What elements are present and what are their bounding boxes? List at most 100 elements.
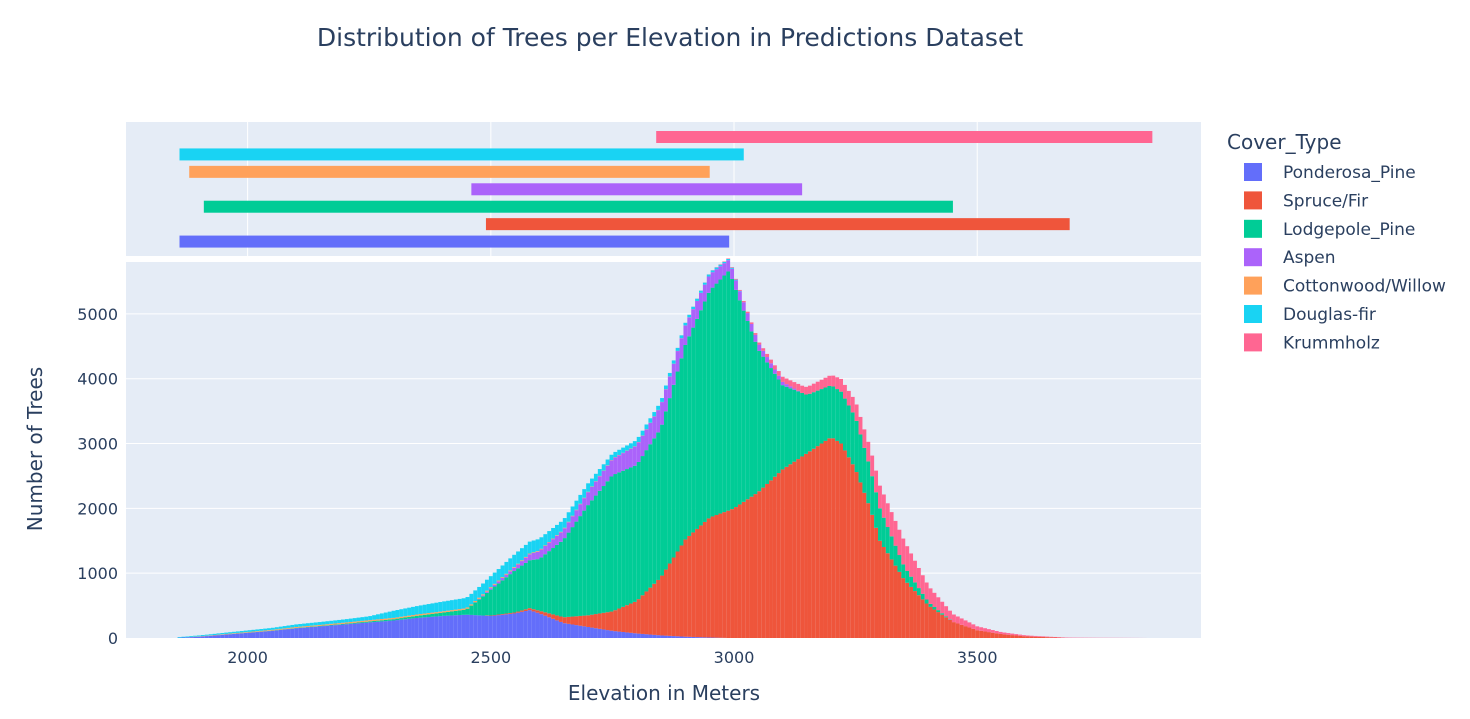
histogram-bar (578, 494, 583, 504)
histogram-bar (796, 390, 801, 392)
histogram-bar (418, 615, 423, 618)
histogram-bar (667, 372, 672, 377)
x-tick-label: 3000 (714, 648, 755, 667)
histogram-bar (967, 622, 972, 628)
histogram-bar (675, 351, 680, 372)
histogram-bar (224, 634, 229, 638)
histogram-bar (527, 560, 532, 609)
histogram-bar (605, 481, 610, 613)
histogram-bar (702, 301, 707, 522)
legend-item-label[interactable]: Krummholz (1283, 333, 1380, 353)
legend-item-label[interactable]: Cottonwood/Willow (1283, 277, 1446, 297)
histogram-bar (636, 633, 641, 638)
legend-item-label[interactable]: Ponderosa_Pine (1283, 163, 1416, 183)
legend-swatch[interactable] (1244, 191, 1262, 210)
histogram-bar (305, 627, 310, 638)
histogram-bar (878, 540, 882, 638)
legend-swatch[interactable] (1244, 163, 1262, 181)
histogram-bar (1029, 635, 1034, 637)
legend-item-label[interactable]: Aspen (1283, 248, 1336, 268)
histogram-bar (520, 561, 524, 566)
histogram-bar (737, 504, 742, 638)
histogram-bar (504, 613, 509, 615)
legend-swatch[interactable] (1244, 248, 1262, 267)
legend-swatch[interactable] (1244, 305, 1262, 323)
histogram-bar (722, 261, 727, 264)
histogram-bar (516, 612, 521, 638)
histogram-bar (582, 498, 587, 511)
histogram-bar (663, 569, 668, 636)
histogram-bar (800, 456, 805, 638)
histogram-bar (488, 589, 493, 616)
histogram-bar (220, 632, 225, 635)
histogram-bar (578, 625, 583, 638)
histogram-bar (193, 636, 198, 638)
histogram-bar (488, 588, 493, 590)
histogram-bar (411, 606, 415, 616)
histogram-bar (804, 394, 808, 454)
histogram-bar (500, 580, 505, 615)
histogram-bar (963, 626, 968, 638)
histogram-bar (333, 625, 338, 638)
histogram-bar (885, 503, 890, 528)
histogram-bar (632, 601, 637, 634)
histogram-bar (718, 266, 723, 280)
legend-swatch[interactable] (1244, 333, 1262, 352)
histogram-bar (189, 637, 194, 638)
histogram-bar (625, 469, 629, 606)
histogram-bar (780, 381, 785, 386)
legend-item-label[interactable]: Douglas-fir (1283, 305, 1376, 325)
histogram-bar (691, 327, 696, 533)
histogram-bar (360, 617, 365, 621)
histogram-bar (675, 371, 680, 552)
legend-item-label[interactable]: Lodgepole_Pine (1283, 220, 1415, 240)
histogram-bar (321, 621, 326, 625)
histogram-bar (695, 318, 700, 529)
histogram-bar (854, 472, 859, 638)
histogram-bar (671, 636, 676, 638)
histogram-bar (753, 341, 758, 495)
histogram-bar (590, 614, 594, 628)
histogram-bar (807, 451, 812, 638)
histogram-bar (913, 582, 917, 592)
histogram-bar (916, 567, 921, 589)
x-tick-label: 3500 (957, 648, 998, 667)
histogram-bar (870, 514, 875, 638)
histogram-bar (481, 583, 485, 595)
legend-swatch[interactable] (1244, 219, 1262, 238)
histogram-bar (562, 538, 567, 618)
histogram-bar (446, 600, 450, 611)
histogram-bar (772, 365, 777, 370)
histogram-bar (387, 620, 392, 638)
histogram-bar (243, 632, 248, 638)
histogram-bar (426, 617, 431, 638)
histogram-bar (481, 594, 485, 596)
histogram-bar (683, 325, 688, 345)
histogram-bar (294, 628, 299, 638)
histogram-bar (936, 597, 941, 611)
histogram-bar (216, 635, 221, 638)
histogram-bar (753, 334, 758, 342)
histogram-bar (259, 629, 264, 631)
histogram-bar (1006, 634, 1011, 638)
histogram-bar (430, 612, 435, 614)
histogram-bar (842, 398, 847, 451)
histogram-bar (590, 627, 594, 638)
histogram-bar (640, 430, 645, 436)
histogram-bar (492, 615, 497, 638)
histogram-bar (547, 551, 552, 614)
histogram-bar (551, 539, 556, 549)
histogram-bar (543, 554, 548, 613)
histogram-bar (628, 632, 633, 638)
histogram-bar (928, 588, 933, 604)
histogram-bar (282, 629, 287, 638)
rug-band (189, 165, 710, 178)
histogram-bar (535, 551, 540, 552)
histogram-bar (640, 595, 645, 634)
legend-item-label[interactable]: Spruce/Fir (1283, 191, 1368, 211)
histogram-bar (247, 630, 252, 632)
legend-swatch[interactable] (1244, 276, 1262, 295)
histogram-bar (574, 616, 579, 626)
histogram-bar (842, 450, 847, 638)
